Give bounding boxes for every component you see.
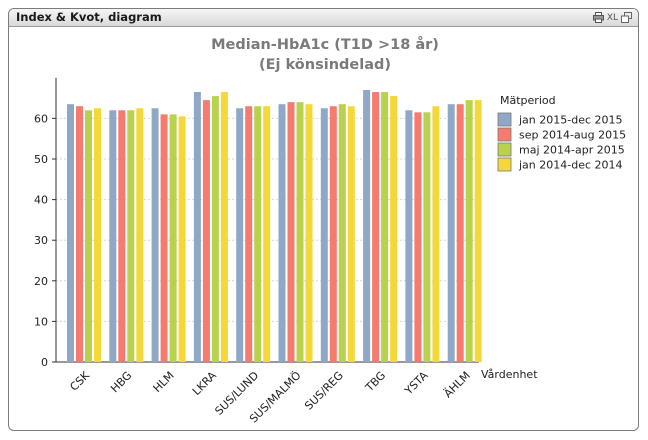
- bar-csk-series-3[interactable]: [85, 110, 92, 362]
- y-tick-label: 20: [34, 275, 48, 288]
- bars: [67, 89, 482, 363]
- bar-ählm-series-1[interactable]: [447, 104, 455, 362]
- bar-ysta-series-2[interactable]: [414, 112, 422, 362]
- bar-sus-lund-series-3[interactable]: [254, 106, 262, 362]
- bar-hbg-series-3[interactable]: [127, 110, 135, 362]
- bar-sus-malmö-series-2[interactable]: [287, 102, 295, 362]
- bar-csk-series-4[interactable]: [94, 108, 101, 362]
- y-axis: 0 10 20 30 40 50 60: [34, 77, 479, 369]
- category-label: HBG: [108, 369, 134, 395]
- legend-swatch[interactable]: [497, 142, 512, 157]
- legend[interactable]: Mätperiod jan 2015-dec 2015 sep 2014-aug …: [497, 94, 626, 172]
- y-tick-label: 40: [34, 194, 48, 207]
- chart-title: Median-HbA1c (T1D >18 år): [211, 36, 439, 53]
- legend-entry[interactable]: maj 2014-apr 2015: [519, 144, 625, 157]
- y-tick-label: 60: [34, 112, 48, 125]
- bar-sus-malmö-series-4[interactable]: [305, 104, 313, 362]
- x-axis-title: Vårdenhet: [481, 368, 538, 381]
- category-label: CSK: [67, 368, 92, 393]
- bar-sus-lund-series-1[interactable]: [236, 108, 244, 362]
- bar-hbg-series-1[interactable]: [109, 110, 117, 362]
- bar-lkra-series-1[interactable]: [193, 92, 201, 362]
- bar-ählm-series-4[interactable]: [474, 100, 482, 362]
- bar-sus-reg-series-1[interactable]: [320, 108, 328, 362]
- bar-lkra-series-3[interactable]: [211, 96, 219, 362]
- category-label: TBG: [362, 369, 388, 395]
- window-title: Index & Kvot, diagram: [16, 10, 162, 24]
- bar-hbg-series-4[interactable]: [136, 108, 144, 362]
- legend-swatch[interactable]: [497, 157, 512, 172]
- category-label: SUS/REG: [302, 369, 346, 413]
- legend-swatch[interactable]: [497, 127, 512, 142]
- legend-swatch[interactable]: [497, 112, 512, 127]
- bar-chart: Median-HbA1c (T1D >18 år) (Ej könsindela…: [34, 36, 626, 426]
- xl-export-icon[interactable]: XL: [606, 12, 618, 23]
- y-tick-label: 30: [34, 234, 48, 247]
- bar-csk-series-1[interactable]: [67, 104, 74, 362]
- bar-sus-lund-series-4[interactable]: [263, 106, 271, 362]
- category-label: LKRA: [190, 369, 219, 398]
- bar-sus-lund-series-2[interactable]: [245, 106, 253, 362]
- chart-window: Index & Kvot, diagram XL Median-HbA1c (T…: [8, 8, 639, 431]
- legend-entry[interactable]: sep 2014-aug 2015: [519, 129, 626, 142]
- bar-ysta-series-1[interactable]: [405, 110, 413, 362]
- bar-ählm-series-2[interactable]: [456, 104, 464, 362]
- bar-sus-reg-series-3[interactable]: [338, 104, 346, 362]
- bar-ysta-series-4[interactable]: [432, 106, 440, 362]
- legend-title: Mätperiod: [500, 94, 556, 107]
- bar-tbg-series-2[interactable]: [372, 92, 380, 362]
- bar-tbg-series-4[interactable]: [390, 96, 398, 362]
- bar-sus-reg-series-4[interactable]: [347, 106, 355, 362]
- legend-entry[interactable]: jan 2014-dec 2014: [518, 159, 623, 172]
- y-tick-label: 50: [34, 153, 48, 166]
- bar-sus-reg-series-2[interactable]: [329, 106, 337, 362]
- bar-tbg-series-3[interactable]: [381, 92, 389, 362]
- bar-ysta-series-3[interactable]: [423, 112, 431, 362]
- category-label: ÄHLM: [441, 369, 472, 400]
- bar-hlm-series-2[interactable]: [160, 114, 168, 362]
- bar-tbg-series-1[interactable]: [363, 89, 371, 362]
- category-label: YSTA: [401, 369, 430, 398]
- window-titlebar: Index & Kvot, diagram XL: [9, 9, 638, 27]
- legend-entry[interactable]: jan 2015-dec 2015: [518, 114, 623, 127]
- bar-lkra-series-4[interactable]: [220, 92, 228, 362]
- restore-icon[interactable]: [621, 12, 632, 23]
- bar-hbg-series-2[interactable]: [118, 110, 126, 362]
- category-label: HLM: [151, 369, 177, 395]
- bar-hlm-series-1[interactable]: [151, 108, 159, 362]
- bar-csk-series-2[interactable]: [76, 106, 83, 362]
- bar-sus-malmö-series-3[interactable]: [296, 102, 304, 362]
- bar-lkra-series-2[interactable]: [202, 100, 210, 362]
- bar-ählm-series-3[interactable]: [465, 100, 473, 362]
- print-icon[interactable]: [592, 12, 604, 23]
- bar-sus-malmö-series-1[interactable]: [278, 104, 286, 362]
- bar-hlm-series-3[interactable]: [169, 114, 177, 362]
- titlebar-icons: XL: [592, 10, 632, 25]
- y-tick-label: 10: [34, 315, 48, 328]
- bar-hlm-series-4[interactable]: [178, 116, 186, 363]
- y-tick-label: 0: [41, 356, 48, 369]
- chart-subtitle: (Ej könsindelad): [259, 57, 391, 73]
